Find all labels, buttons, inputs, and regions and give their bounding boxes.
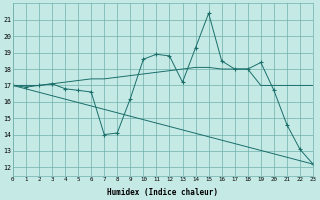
X-axis label: Humidex (Indice chaleur): Humidex (Indice chaleur) xyxy=(108,188,219,197)
